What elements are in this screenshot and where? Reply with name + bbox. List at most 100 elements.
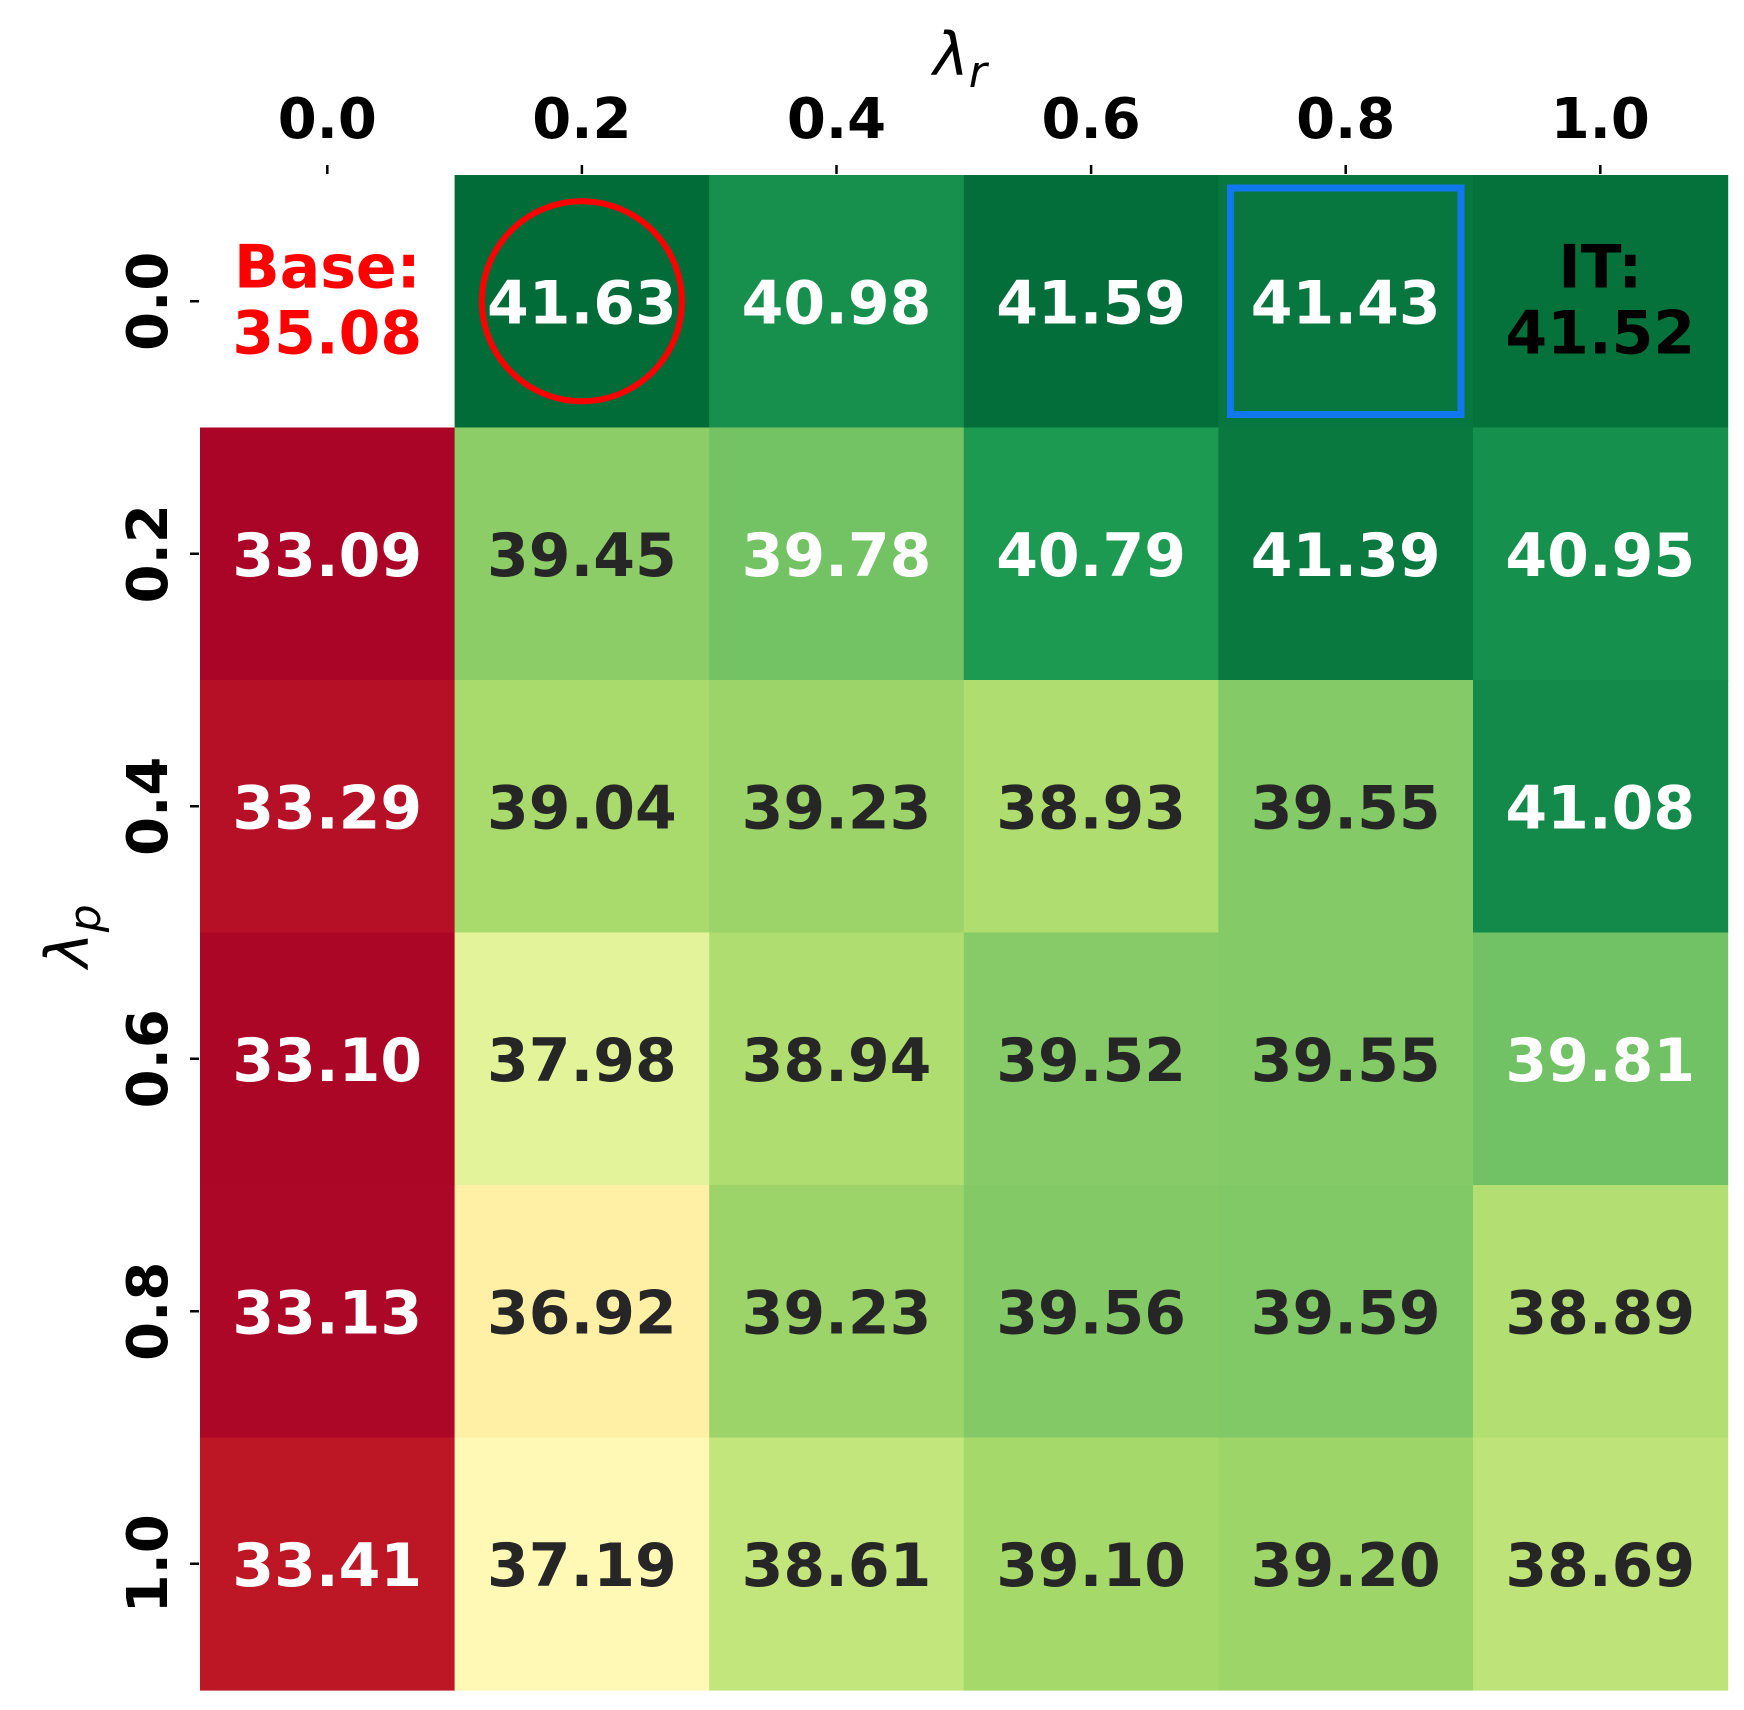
heatmap-cell [1473, 1185, 1729, 1439]
heatmap-cell [454, 680, 710, 934]
heatmap-cell [1218, 680, 1474, 934]
cell-value-label: 38.69 [1505, 1531, 1695, 1601]
heatmap-cell [1473, 427, 1729, 681]
heatmap-cell [1473, 680, 1729, 934]
cell-value-label: 39.55 [1251, 773, 1441, 843]
cell-value-label: 36.92 [487, 1278, 677, 1348]
cell-value-label: 39.45 [487, 521, 677, 591]
cell-value-label: 39.20 [1251, 1531, 1441, 1601]
heatmap-cell [454, 175, 710, 429]
it-label: IT: [1558, 232, 1642, 302]
selected-value-box [1226, 184, 1465, 418]
y-axis-title-symbol: λ [33, 932, 103, 971]
cell-value-label: 33.41 [232, 1531, 422, 1601]
x-tick-label: 0.0 [278, 87, 377, 152]
x-tick-label: 1.0 [1551, 87, 1650, 152]
x-tick-label: 0.4 [787, 87, 886, 152]
heatmap-cell [200, 1185, 456, 1439]
heatmap-cell [200, 427, 456, 681]
heatmap-cell [1218, 932, 1474, 1186]
cell-value-label: 40.79 [996, 521, 1186, 591]
cell-value-label: 39.81 [1505, 1026, 1695, 1096]
heatmap-cells [200, 175, 1729, 1691]
y-tick-label: 0.8 [116, 1262, 181, 1361]
it-value: 41.52 [1505, 298, 1695, 368]
heatmap-cell [1218, 1185, 1474, 1439]
y-tick-label: 0.2 [116, 504, 181, 603]
heatmap-cell [1218, 1437, 1474, 1691]
heatmap-cell [454, 932, 710, 1186]
heatmap-cell [200, 680, 456, 934]
cell-value-label: 39.23 [742, 773, 932, 843]
heatmap-cell [963, 1185, 1219, 1439]
x-tick-label: 0.8 [1296, 87, 1395, 152]
cell-value-label: 39.78 [742, 521, 932, 591]
y-tick-label: 1.0 [116, 1514, 181, 1613]
y-tick-label: 0.0 [116, 252, 181, 351]
heatmap-cell [200, 1437, 456, 1691]
heatmap-cell [1473, 932, 1729, 1186]
it-annotation: IT: 41.52 [1505, 232, 1695, 368]
heatmap-cell [709, 680, 965, 934]
highlight-markers [478, 184, 1465, 418]
cell-value-label: 41.59 [996, 268, 1186, 338]
y-tick-label: 0.4 [116, 757, 181, 856]
cell-value-label: 38.61 [742, 1531, 932, 1601]
heatmap-cell [1473, 175, 1729, 429]
cell-value-label: 40.98 [742, 268, 932, 338]
heatmap-cell [709, 175, 965, 429]
x-tick-label: 0.6 [1041, 87, 1140, 152]
heatmap-cell [1218, 427, 1474, 681]
y-axis-title: λp [33, 904, 111, 970]
heatmap-cell [709, 932, 965, 1186]
base-annotation: Base: 35.08 [232, 232, 422, 368]
cell-value-label: 39.23 [742, 1278, 932, 1348]
heatmap-cell [709, 1437, 965, 1691]
x-axis-title: λr [930, 20, 990, 98]
heatmap-cell [454, 1437, 710, 1691]
heatmap-cell [1473, 1437, 1729, 1691]
cell-value-label: 39.52 [996, 1026, 1186, 1096]
cell-value-label: 38.93 [996, 773, 1186, 843]
heatmap-cell [454, 1185, 710, 1439]
cell-value-label: 39.10 [996, 1531, 1186, 1601]
cell-value-label: 38.94 [742, 1026, 932, 1096]
base-label: Base: [234, 232, 421, 302]
y-tick-label: 0.6 [116, 1009, 181, 1108]
cell-value-label: 38.89 [1505, 1278, 1695, 1348]
cell-value-label: 40.95 [1505, 521, 1695, 591]
cell-value-label: 39.04 [487, 773, 677, 843]
heatmap-cell-labels: Base: 35.08 41.63 40.98 41.59 41.43 IT: 41.52 33… [232, 232, 1695, 1601]
x-axis-title-subscript: r [969, 47, 990, 98]
cell-value-label: 39.56 [996, 1278, 1186, 1348]
cell-value-label: 33.10 [232, 1026, 422, 1096]
cell-value-label: 33.09 [232, 521, 422, 591]
y-axis-ticks: 0.0 0.2 0.4 0.6 0.8 1.0 [116, 252, 199, 1613]
cell-value-label: 33.29 [232, 773, 422, 843]
heatmap-cell [709, 427, 965, 681]
x-tick-label: 0.2 [532, 87, 631, 152]
cell-value-label: 33.13 [232, 1278, 422, 1348]
heatmap-cell [963, 427, 1219, 681]
heatmap-cell [200, 932, 456, 1186]
cell-value-label: 41.39 [1251, 521, 1441, 591]
cell-value-label: 41.08 [1505, 773, 1695, 843]
x-axis-title-symbol: λ [930, 20, 969, 90]
cell-value-label: 37.19 [487, 1531, 677, 1601]
x-axis-ticks: 0.0 0.2 0.4 0.6 0.8 1.0 [278, 87, 1650, 174]
heatmap-cell [963, 175, 1219, 429]
best-value-circle [478, 198, 685, 405]
cell-value-label: 39.55 [1251, 1026, 1441, 1096]
cell-value-label: 37.98 [487, 1026, 677, 1096]
heatmap-cell [963, 932, 1219, 1186]
y-axis-title-subscript: p [60, 904, 111, 933]
heatmap-cell [1218, 175, 1474, 429]
heatmap-cell [709, 1185, 965, 1439]
heatmap-cell [963, 680, 1219, 934]
heatmap-cell [963, 1437, 1219, 1691]
cell-value-label: 39.59 [1251, 1278, 1441, 1348]
base-value: 35.08 [232, 298, 422, 368]
cell-value-label: 41.63 [487, 268, 677, 338]
cell-value-label: 41.43 [1251, 268, 1441, 338]
